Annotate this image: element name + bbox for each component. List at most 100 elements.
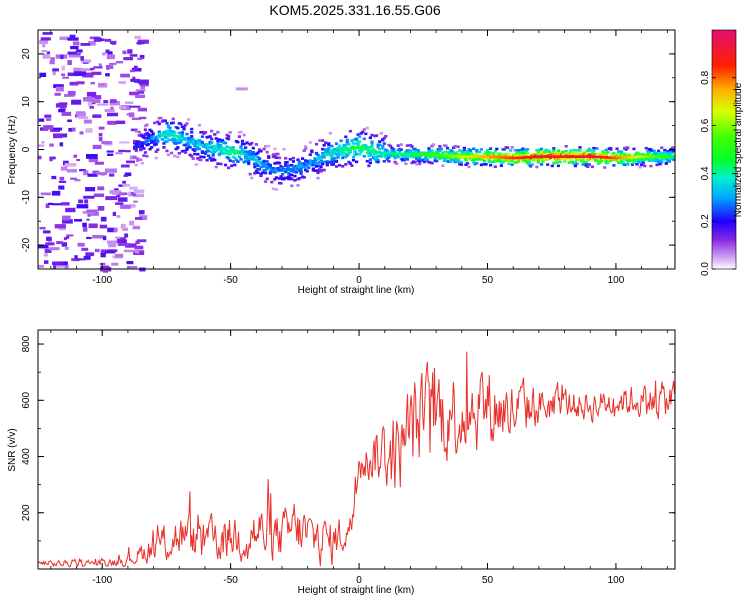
spectrogram-ridge-cell <box>465 162 470 165</box>
spectrogram-noise-cell <box>52 203 62 206</box>
spectrogram-ridge-cell <box>661 151 665 155</box>
spectrogram-ridge-core <box>550 155 553 158</box>
spectrogram-ridge-cell <box>210 159 214 162</box>
spectrogram-ridge-cell <box>381 154 385 157</box>
spectrogram-ridge-cell <box>416 149 420 152</box>
spectrogram-ridge-cell <box>499 153 503 156</box>
spectrogram-ridge-cell <box>133 139 137 143</box>
spectrogram-noise-cell <box>52 68 59 72</box>
spectrogram-ridge-cell <box>185 132 189 136</box>
spectrogram-noise-cell <box>67 90 76 96</box>
spectrogram-noise-cell <box>85 128 93 133</box>
spectrogram-ridge-cell <box>154 137 158 140</box>
spectrogram-ridge-cell <box>267 156 271 159</box>
spectrogram-ridge-cell <box>573 153 577 157</box>
spectrogram-ridge-cell <box>265 160 269 163</box>
spectrogram-noise-cell <box>64 163 77 167</box>
spectrogram-ridge-cell <box>458 156 462 160</box>
spectrogram-ridge-cell <box>259 149 263 153</box>
spectrogram-ridge-cell <box>424 156 428 160</box>
spectrogram-noise-cell <box>50 57 55 62</box>
spectrogram-ridge-core <box>415 153 418 156</box>
spectrogram-ridge-cell <box>344 146 348 150</box>
spectrogram-noise-cell <box>110 106 114 110</box>
spectrogram-noise-cell <box>55 263 66 268</box>
spectrogram-ridge-cell <box>299 170 303 173</box>
spectrogram-ridge-cell <box>302 149 306 152</box>
spectrogram-ridge-cell <box>410 145 414 148</box>
spectrogram-ridge-core <box>483 155 486 158</box>
spectrogram-ridge-cell <box>140 141 144 144</box>
spectrogram-noise-cell <box>74 71 86 76</box>
spectrogram-ridge-cell <box>330 154 334 157</box>
spectrogram-ridge-cell <box>247 162 251 166</box>
spectrogram-noise-cell <box>94 248 100 253</box>
spectrogram-ridge-cell <box>244 146 248 149</box>
spectrogram-ridge-cell <box>567 161 571 164</box>
spectrogram-ridge-cell <box>405 157 409 161</box>
spectrogram-ridge-cell <box>576 151 581 155</box>
spectrogram-noise-cell <box>44 114 52 118</box>
spectrogram-ridge-cell <box>584 153 588 156</box>
spectrogram-ridge-core <box>535 155 538 159</box>
spectrogram-noise-cell <box>128 112 135 118</box>
spectrogram-ridge-cell <box>459 160 463 164</box>
spectrogram-ridge-core <box>558 155 561 158</box>
spectrogram-ridge-cell <box>336 156 340 159</box>
spectrogram-ridge-cell <box>504 159 508 162</box>
spectrogram-ridge-cell <box>150 130 154 133</box>
snr-xlabel: Height of straight line (km) <box>298 585 415 596</box>
spectrogram-ridge-cell <box>524 150 528 153</box>
spectrogram-ridge-core <box>560 155 563 158</box>
spectrogram-ridge-cell <box>381 147 385 150</box>
spectrogram-ridge-cell <box>456 145 460 149</box>
spectrogram-noise-cell <box>76 81 85 85</box>
spectrogram-ridge-cell <box>362 155 366 158</box>
spectrogram-ridge-cell <box>237 135 241 138</box>
spectrogram-ridge-cell <box>214 165 218 169</box>
spectrogram-noise-cell <box>129 54 138 57</box>
spectrogram-ridge-cell <box>550 164 554 168</box>
spectrogram-ridge-cell <box>159 133 163 137</box>
spectrogram-ridge-cell <box>203 131 208 134</box>
spectrogram-ridge-cell <box>162 146 166 149</box>
spectrogram-ridge-cell <box>355 152 359 156</box>
spectrogram-ridge-cell <box>351 158 356 162</box>
spectrogram-ridge-core <box>632 156 635 159</box>
spectrogram-ridge-cell <box>558 160 562 164</box>
spectrogram-xtick-label: -100 <box>92 275 112 286</box>
spectrogram-ridge-cell <box>578 158 582 161</box>
spectrogram-ridge-cell <box>583 151 587 154</box>
spectrogram-ridge-cell <box>242 133 246 137</box>
spectrogram-ridge-cell <box>190 135 194 138</box>
spectrogram-ridge-cell <box>344 163 348 166</box>
spectrogram-ridge-cell <box>273 171 277 174</box>
spectrogram-ridge-cell <box>620 150 624 153</box>
spectrogram-ridge-core <box>564 155 567 158</box>
spectrogram-ridge-cell <box>453 160 457 164</box>
spectrogram-ridge-cell <box>305 169 309 173</box>
spectrogram-ridge-cell <box>338 144 342 148</box>
spectrogram-noise-cell <box>49 247 60 251</box>
spectrogram-ridge-cell <box>370 133 374 137</box>
spectrogram-ridge-cell <box>197 124 201 127</box>
spectrogram-ridge-cell <box>153 140 157 143</box>
spectrogram-noise-cell <box>97 186 105 191</box>
spectrogram-ridge-core <box>650 155 653 158</box>
spectrogram-ridge-cell <box>145 154 149 158</box>
spectrogram-noise-cell <box>120 223 126 229</box>
spectrogram-noise-cell <box>87 173 98 177</box>
spectrogram-ridge-core <box>653 155 656 158</box>
spectrogram-ridge-core <box>636 155 639 159</box>
spectrogram-ridge-cell <box>325 163 329 167</box>
spectrogram-ridge-core <box>556 155 559 158</box>
spectrogram-ridge-cell <box>555 159 559 162</box>
spectrogram-noise-cell <box>136 239 147 243</box>
spectrogram-ridge-core <box>572 155 575 158</box>
spectrogram-ridge-cell <box>581 163 585 166</box>
spectrogram-ridge-cell <box>148 147 152 151</box>
spectrogram-noise-cell <box>66 169 77 173</box>
spectrogram-ridge-cell <box>550 151 554 155</box>
spectrogram-noise-cell <box>90 67 95 70</box>
spectrogram-ridge-cell <box>351 142 356 145</box>
